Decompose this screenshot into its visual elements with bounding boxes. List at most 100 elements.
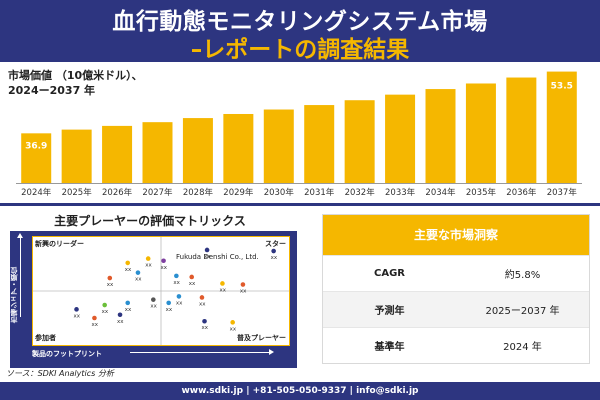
company-dot xyxy=(151,297,156,302)
x-tick-label: 2032年 xyxy=(345,187,376,198)
company-label: xx xyxy=(271,255,278,261)
insight-key: CAGR xyxy=(374,268,405,279)
insight-value: 2025ー2037 年 xyxy=(485,306,560,317)
company-label: xx xyxy=(91,322,98,328)
company-label: xx xyxy=(150,304,157,310)
company-dot xyxy=(189,274,195,280)
insight-row-forecast: 予測年 2025ー2037 年 xyxy=(323,291,589,327)
section-divider xyxy=(0,203,600,206)
company-label: xx xyxy=(135,277,142,283)
company-label: xx xyxy=(166,307,173,313)
matrix-plot-area: xx xx xx xx xx xx xx xx xx xx xx xx xx xx xx xx xx xx xx xx… xyxy=(32,236,290,346)
company-label: xx xyxy=(189,281,196,287)
insight-key: 基準年 xyxy=(374,342,405,353)
chart-caption: 市場価値 （10億米ドル）、 2024ー2037 年 xyxy=(8,68,143,98)
company-label: xx xyxy=(161,265,168,271)
bar xyxy=(344,100,375,183)
quadrant-label-stars: スター xyxy=(265,240,286,248)
matrix-x-axis-label: 製品のフットプリント xyxy=(32,350,102,358)
company-label: xx xyxy=(230,326,237,332)
page-subtitle: –レポートの調査結果 xyxy=(190,37,410,63)
x-tick-label: 2030年 xyxy=(264,187,295,198)
bar xyxy=(465,83,496,183)
company-dot xyxy=(220,281,225,286)
company-dot xyxy=(271,248,276,254)
insight-row-cagr: CAGR 約5.8% xyxy=(323,255,589,291)
x-tick-label: 2033年 xyxy=(385,187,416,198)
quadrant-label-participants: 参加者 xyxy=(35,334,56,342)
x-axis-arrow xyxy=(130,349,274,355)
chart-caption-line1: 市場価値 （10億米ドル）、 xyxy=(8,69,143,82)
x-tick-label: 2027年 xyxy=(142,187,173,198)
x-tick-label: 2034年 xyxy=(425,187,456,198)
company-dot xyxy=(125,260,131,266)
matrix-title: 主要プレーヤーの評価マトリックス xyxy=(54,214,246,228)
y-axis-arrow xyxy=(17,233,23,317)
bar xyxy=(425,89,456,183)
company-label: xx xyxy=(204,254,211,260)
bar xyxy=(223,113,254,183)
company-dot xyxy=(125,300,131,306)
market-value-bar-chart: 2024年 36.9 2025年 2026年 2027年 2028年 2029年 2030年 2… xyxy=(16,71,582,198)
company-dot xyxy=(92,315,97,321)
bar xyxy=(102,125,133,183)
company-label: xx xyxy=(117,319,124,325)
x-tick-label: 2029年 xyxy=(223,187,254,198)
company-dot xyxy=(166,300,171,306)
x-tick-label: 2035年 xyxy=(466,187,497,198)
page-title: 血行動態モニタリングシステム市場 xyxy=(112,9,488,35)
company-dot xyxy=(107,275,113,281)
source-note: ソース：SDKI Analytics 分析 xyxy=(6,369,114,378)
bar xyxy=(263,109,294,183)
company-dot xyxy=(117,312,123,318)
insight-value: 約5.8% xyxy=(504,270,541,281)
company-dot xyxy=(176,294,182,299)
insights-title: 主要な市場洞察 xyxy=(323,215,589,255)
bar xyxy=(304,105,335,183)
company-label: xx xyxy=(74,313,81,319)
bar-value-label: 36.9 xyxy=(25,141,47,151)
evaluation-matrix: 市場シェア・順位 xx xx xx xx xx xx xx xx xx xx xx xx xx xx xx x… xyxy=(10,231,297,368)
insight-key: 予測年 xyxy=(374,306,405,317)
company-dot xyxy=(161,258,166,264)
company-dot xyxy=(74,307,79,312)
bar xyxy=(21,133,52,183)
report-header: 血行動態モニタリングシステム市場 –レポートの調査結果 xyxy=(0,0,600,63)
company-dot xyxy=(145,256,151,261)
company-dot xyxy=(135,270,141,275)
company-label: xx xyxy=(199,301,206,307)
bar xyxy=(61,129,92,183)
company-label: xx xyxy=(219,287,226,293)
x-tick-label: 2031年 xyxy=(304,187,335,198)
bar xyxy=(385,94,416,183)
company-dot xyxy=(240,282,246,287)
x-tick-label: 2028年 xyxy=(183,187,214,198)
x-tick-label: 2036年 xyxy=(506,187,537,198)
x-tick-label: 2037年 xyxy=(547,187,578,198)
company-label: xx xyxy=(125,307,132,313)
insight-value: 2024 年 xyxy=(503,342,542,353)
company-dot xyxy=(230,320,235,325)
bar-value-label: 53.5 xyxy=(551,82,573,92)
chart-caption-line2: 2024ー2037 年 xyxy=(8,84,96,97)
insight-row-base-year: 基準年 2024 年 xyxy=(323,327,589,363)
company-label: xx xyxy=(125,267,132,273)
company-dot xyxy=(174,273,179,279)
company-dot xyxy=(204,247,210,253)
bar xyxy=(182,118,213,183)
company-label: xx xyxy=(202,325,209,331)
x-tick-label: 2025年 xyxy=(62,187,93,198)
bar xyxy=(142,122,173,183)
company-label: xx xyxy=(173,280,180,286)
quadrant-label-emerging-leaders: 新興のリーダー xyxy=(35,240,84,248)
company-dot xyxy=(202,318,207,324)
x-tick-label: 2026年 xyxy=(102,187,133,198)
company-dot xyxy=(199,295,205,300)
company-label: xx xyxy=(240,289,247,295)
matrix-y-axis-label: 市場シェア・順位 xyxy=(10,267,18,323)
company-label: xx xyxy=(107,282,114,288)
company-label: xx xyxy=(102,309,109,315)
bar xyxy=(546,71,577,183)
company-label: xx xyxy=(176,300,183,306)
